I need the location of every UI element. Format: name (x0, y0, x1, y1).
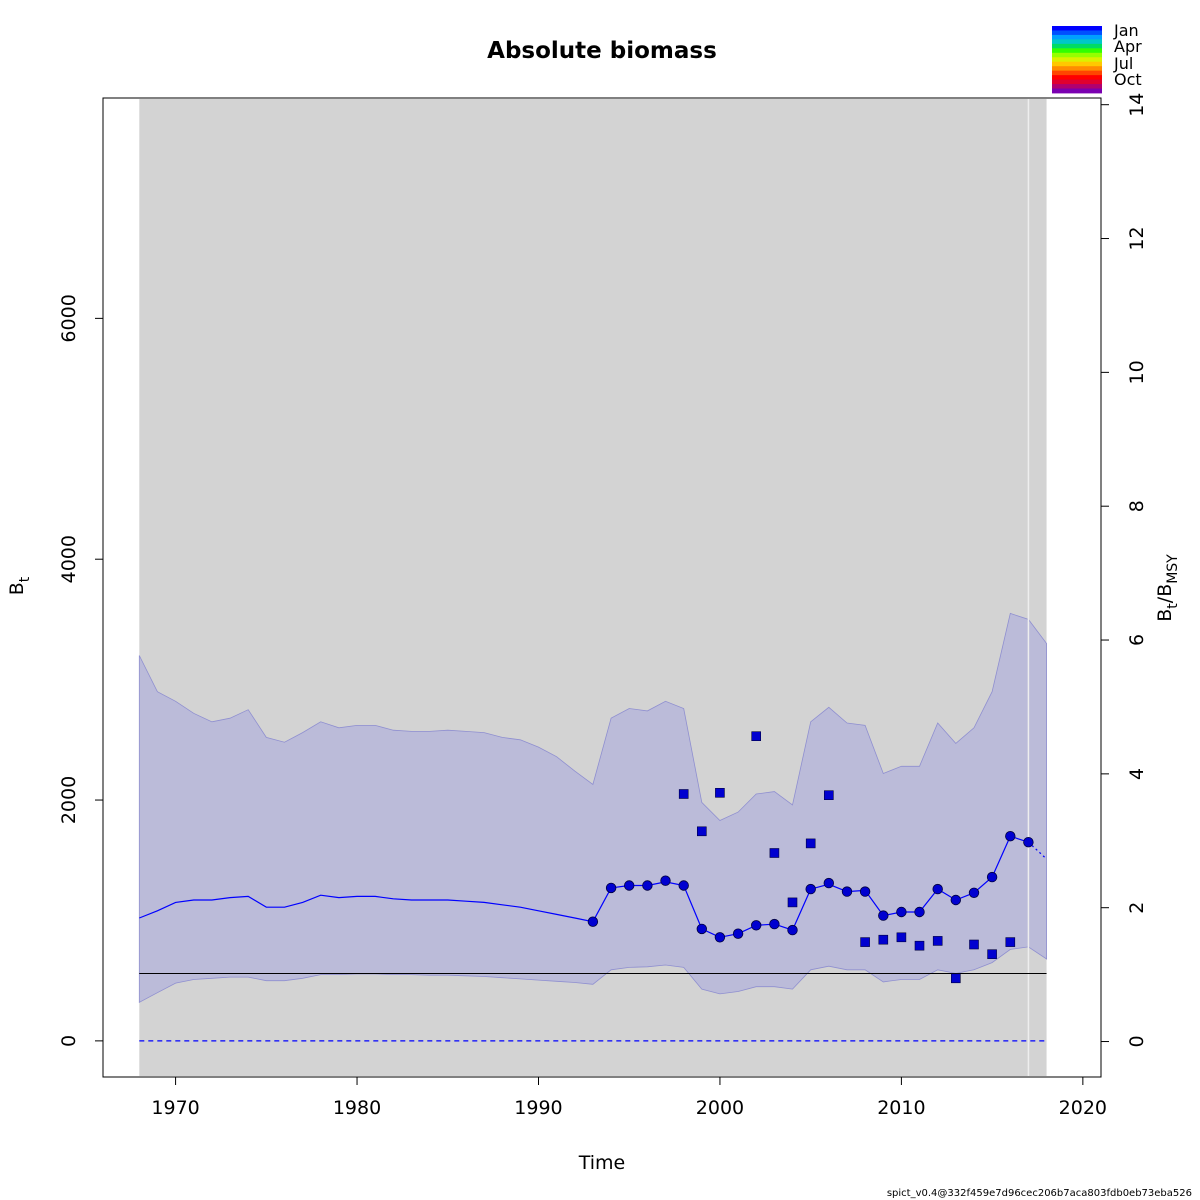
y-tick-label: 2000 (58, 776, 80, 824)
observation-circle (714, 932, 726, 943)
observation-square (678, 789, 689, 799)
chart-title: Absolute biomass (487, 38, 717, 64)
x-axis-title: Time (578, 1152, 626, 1174)
y2-axis-title-bmsy: /B (1154, 584, 1176, 603)
observation-circle (823, 877, 835, 889)
y2-tick-label: 12 (1126, 226, 1148, 250)
observation-circle (859, 886, 871, 897)
observation-circle (605, 882, 617, 894)
observation-circle (968, 887, 980, 899)
observation-square (715, 787, 725, 798)
observation-square (987, 949, 997, 960)
legend-color-strip (1052, 43, 1102, 49)
y2-axis-title-sub-t: t (1165, 603, 1181, 609)
y2-axis-title: Bt/BMSY (1154, 554, 1181, 622)
y-tick-label: 6000 (58, 294, 80, 342)
observation-circle (587, 916, 599, 927)
observation-circle (787, 924, 798, 936)
y2-tick-label: 14 (1126, 93, 1148, 117)
legend-color-strip (1052, 75, 1102, 80)
legend-label-oct: Oct (1114, 70, 1142, 89)
legend-color-strip (1052, 66, 1102, 72)
observation-circle (950, 894, 962, 906)
x-tick-label: 2020 (1059, 1097, 1107, 1119)
y2-tick-label: 6 (1126, 634, 1148, 646)
y-axis-title: Bt (6, 576, 33, 595)
observation-circle (624, 880, 635, 891)
legend-label-apr: Apr (1114, 37, 1142, 56)
observation-circle (914, 906, 925, 918)
observation-square (787, 897, 798, 908)
y2-tick-label: 0 (1126, 1035, 1148, 1047)
legend-color-strip (1052, 84, 1102, 89)
y2-axis-title-sub-msy: MSY (1165, 554, 1181, 584)
observation-square (878, 934, 889, 945)
observation-square (950, 973, 961, 984)
observation-circle (696, 923, 708, 935)
observation-square (1005, 937, 1016, 947)
legend-color-strip (1052, 34, 1102, 40)
observation-circle (660, 875, 671, 886)
observation-circle (878, 910, 889, 921)
y-tick-label: 0 (58, 1035, 80, 1047)
x-tick-label: 2000 (696, 1097, 744, 1119)
y2-tick-label: 4 (1126, 768, 1148, 780)
version-footer: spict_v0.4@332f459e7d96cec206b7aca803fdb… (887, 1188, 1192, 1199)
legend-color-strip (1052, 57, 1102, 63)
observation-square (914, 940, 925, 951)
legend-color-strip (1052, 48, 1102, 54)
observation-circle (932, 883, 943, 895)
legend-color-strip (1052, 88, 1102, 94)
y-axis-title-sub: t (17, 576, 33, 582)
legend-label-jan: Jan (1113, 21, 1139, 40)
legend-color-strip (1052, 26, 1102, 31)
legend-color-strip (1052, 61, 1102, 67)
observation-square (805, 838, 816, 849)
legend-color-strip (1052, 30, 1102, 36)
observation-circle (841, 886, 853, 897)
observation-circle (805, 883, 816, 895)
legend-color-strip (1052, 70, 1102, 76)
observation-square (769, 848, 780, 858)
observation-circle (769, 918, 780, 930)
x-tick-label: 2010 (877, 1097, 925, 1119)
observation-circle (896, 906, 907, 918)
legend-color-strip (1052, 39, 1102, 45)
confidence-band (138, 612, 1047, 1003)
y-tick-label: 4000 (58, 535, 80, 583)
observation-circle (1023, 837, 1034, 848)
observation-circle (678, 880, 689, 891)
y2-tick-label: 10 (1126, 360, 1148, 384)
y2-tick-label: 8 (1126, 500, 1148, 512)
x-tick-label: 1980 (333, 1097, 381, 1119)
observation-square (860, 937, 870, 947)
y2-axis-title-b: B (1154, 609, 1176, 622)
legend-color-strip (1052, 79, 1102, 85)
plot-area (138, 99, 1048, 1076)
y-axis-title-main: B (6, 582, 28, 595)
x-tick-label: 1990 (514, 1097, 562, 1119)
x-tick-label: 1970 (151, 1097, 199, 1119)
observation-square (823, 790, 834, 801)
forecast-line (1027, 841, 1048, 860)
observation-circle (642, 880, 653, 891)
legend-color-strip (1052, 52, 1102, 58)
observation-square (969, 939, 979, 950)
observation-circle (732, 928, 744, 939)
observation-square (932, 936, 943, 946)
observation-circle (751, 920, 762, 931)
observation-square (696, 826, 707, 837)
observation-circle (1005, 831, 1016, 842)
observation-square (751, 731, 762, 742)
y2-tick-label: 2 (1126, 902, 1148, 914)
observation-circle (986, 871, 998, 883)
legend-label-jul: Jul (1113, 54, 1133, 73)
observation-square (896, 932, 907, 943)
axes: 1970 1980 1990 2000 2010 2020 0 2000 4000 6000 0 2 4… (58, 93, 1148, 1119)
